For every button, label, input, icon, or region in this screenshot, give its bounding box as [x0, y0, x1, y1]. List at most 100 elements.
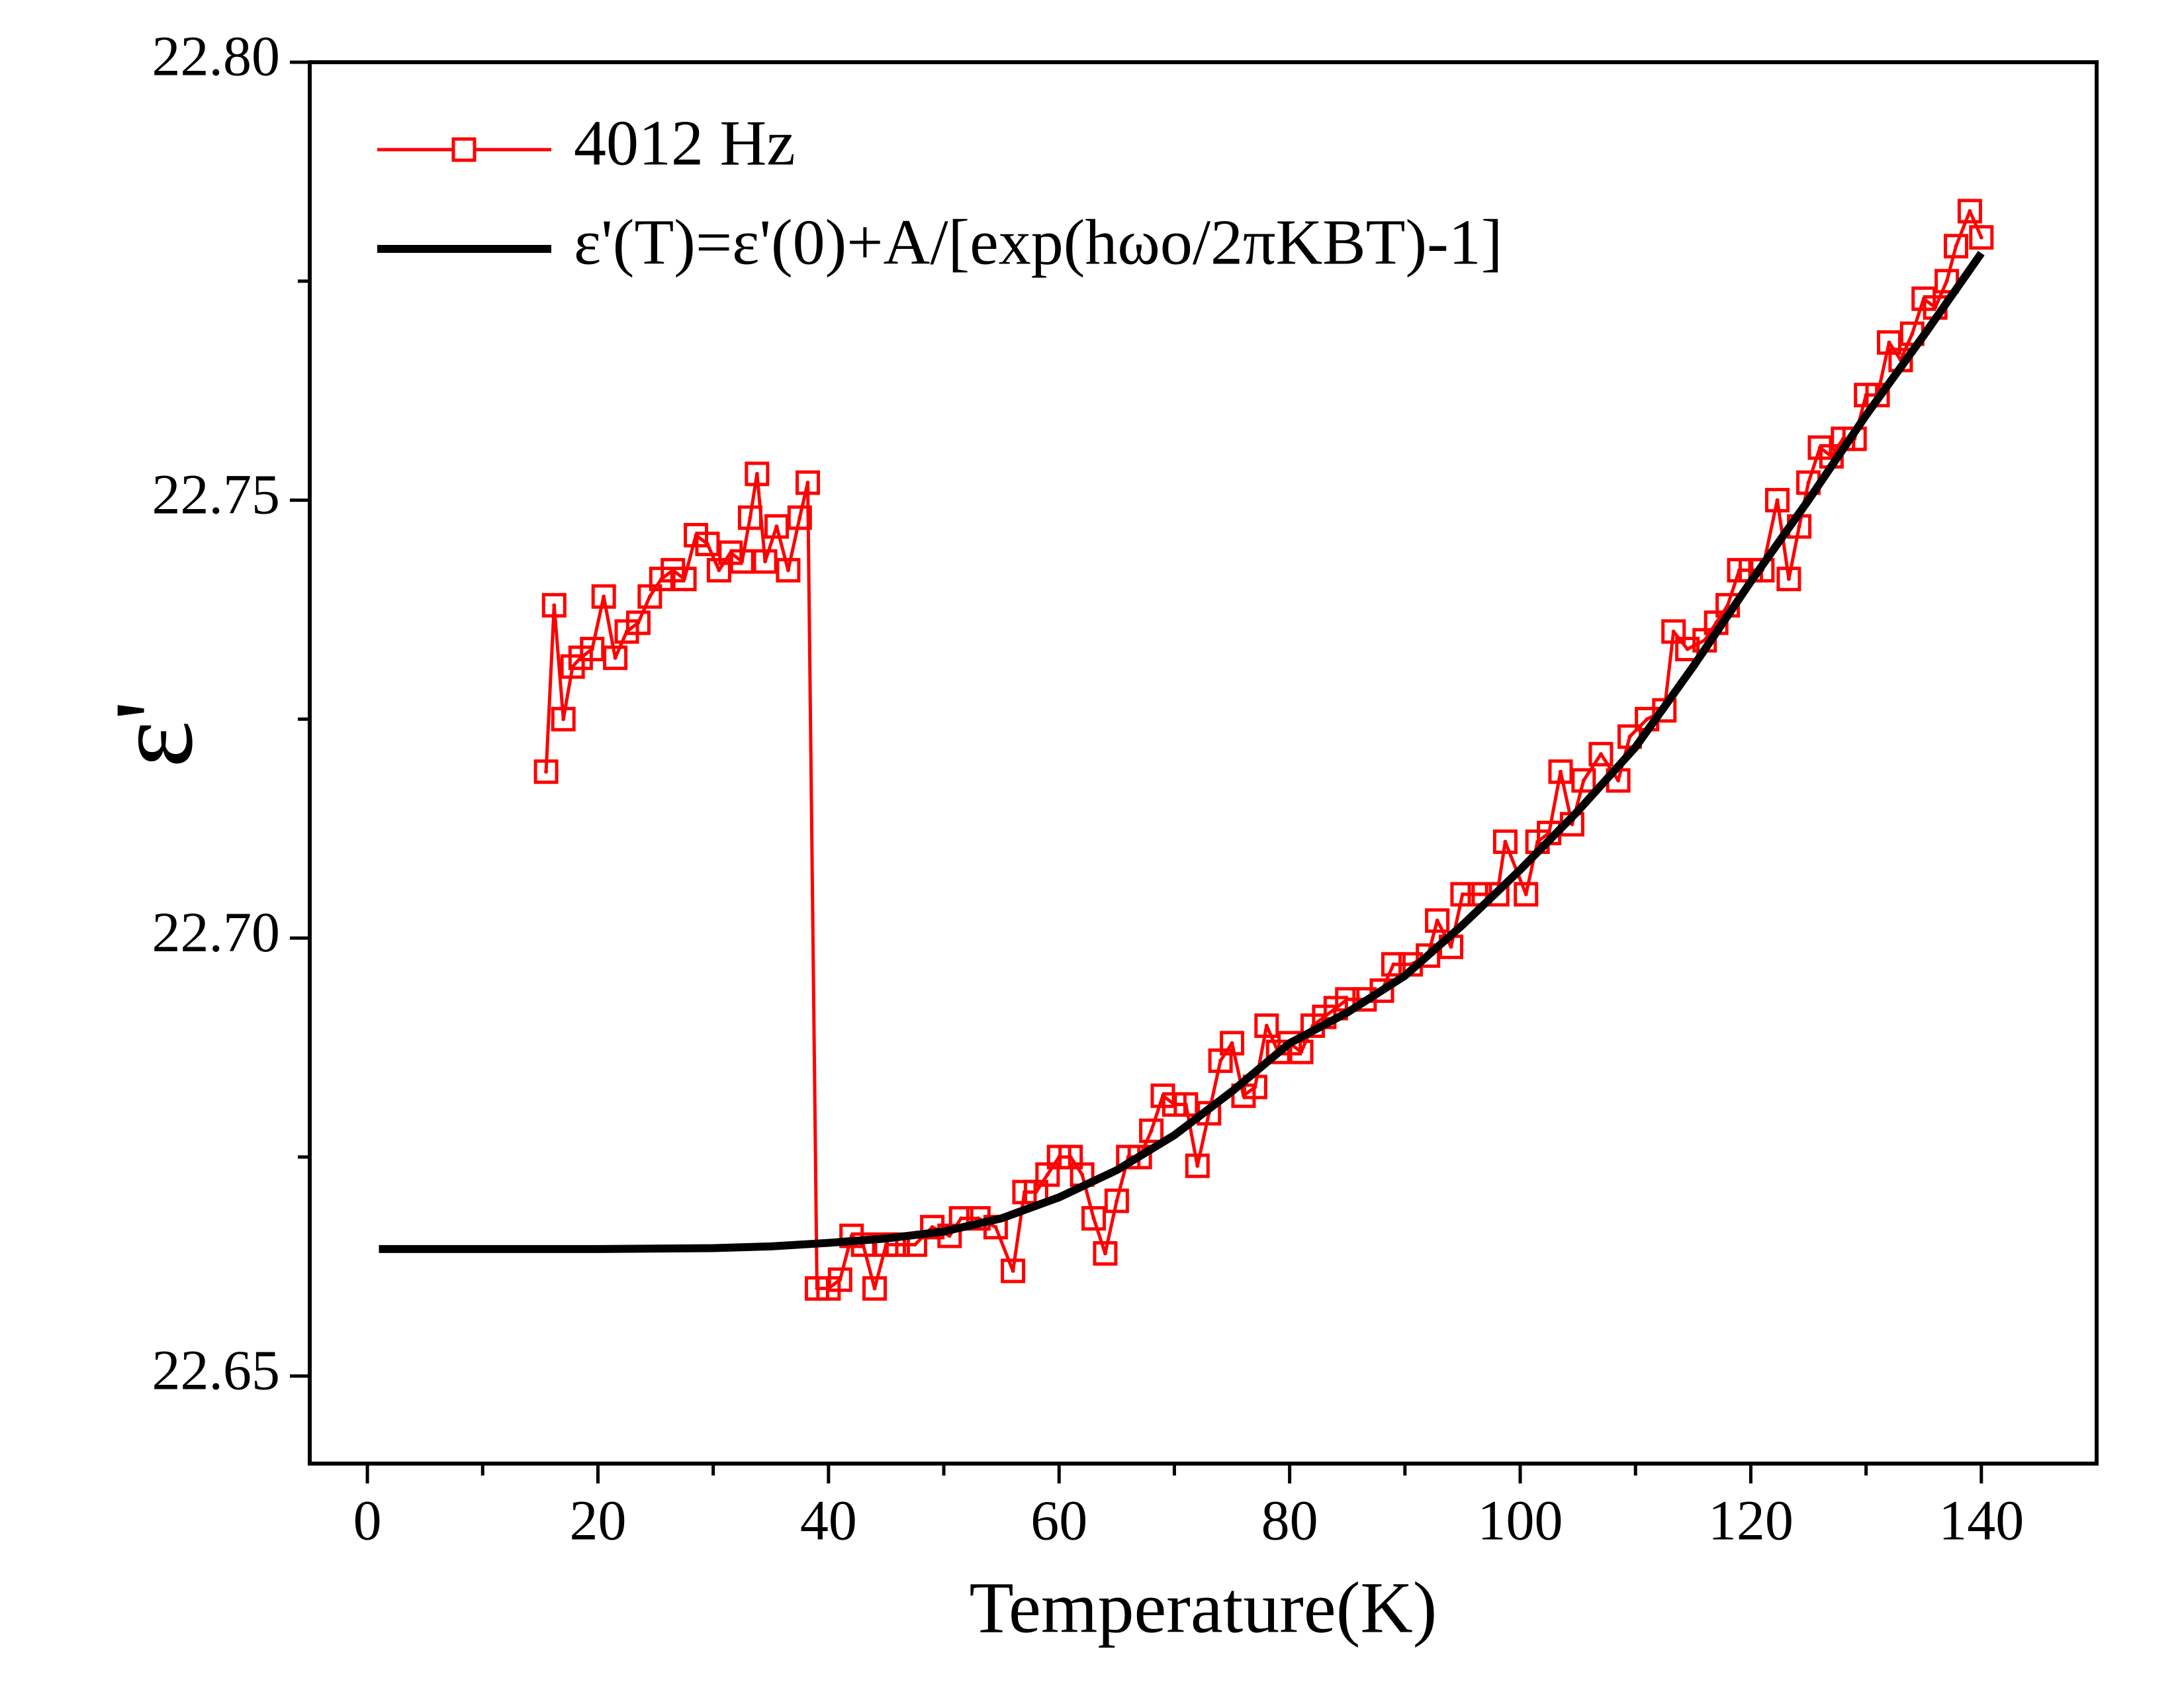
data-point-dot: [1968, 209, 1972, 213]
data-point-dot: [872, 1286, 877, 1291]
data-point-dot: [1559, 769, 1563, 774]
data-point-dot: [1645, 717, 1649, 722]
data-point: [672, 567, 697, 592]
data-point: [1173, 1092, 1199, 1117]
x-tick-label: 20: [569, 1489, 626, 1552]
data-point-dot: [754, 471, 759, 476]
data-point-dot: [1954, 244, 1958, 248]
data-point-dot: [895, 1243, 900, 1247]
data-point: [1081, 1206, 1107, 1231]
plot-frame: [308, 60, 2099, 1466]
data-point: [1450, 882, 1475, 907]
data-point: [551, 706, 576, 731]
data-point-dot: [1068, 1154, 1073, 1159]
data-point-dot: [1080, 1172, 1085, 1177]
data-point: [541, 592, 567, 618]
data-point-dot: [930, 1225, 934, 1229]
legend-marker: [451, 137, 477, 162]
data-point-dot: [797, 516, 802, 520]
data-point-dot: [1806, 481, 1811, 485]
data-point: [1957, 199, 1982, 224]
data-point: [1492, 829, 1518, 855]
x-tick-label: 140: [1938, 1489, 2024, 1552]
x-tick-label: 0: [353, 1489, 382, 1552]
data-point-dot: [1887, 340, 1891, 345]
data-point-dot: [1671, 630, 1676, 634]
data-point-dot: [774, 524, 779, 529]
data-point: [560, 654, 585, 679]
data-point-dot: [590, 647, 594, 651]
y-tick-label: 22.70: [152, 900, 281, 964]
data-point-dot: [613, 655, 617, 660]
data-point: [787, 505, 812, 530]
data-point: [603, 645, 628, 671]
data-point: [764, 514, 789, 539]
data-point-dot: [1103, 1251, 1107, 1256]
data-point-dot: [1714, 620, 1719, 625]
data-point-dot: [1034, 1190, 1038, 1194]
data-point-dot: [1581, 778, 1586, 782]
data-point: [1776, 567, 1801, 592]
data-point: [1548, 759, 1573, 784]
data-point: [1661, 619, 1686, 644]
data-point: [752, 549, 778, 574]
x-tick-label: 60: [1030, 1489, 1087, 1552]
data-point-dot: [1115, 1199, 1119, 1203]
data-point-dot: [1944, 279, 1949, 283]
y-axis-label: ε': [91, 700, 216, 768]
data-point-dot: [717, 568, 721, 573]
data-point: [1571, 768, 1596, 793]
data-point-dot: [1797, 524, 1801, 529]
data-point-dot: [682, 577, 687, 581]
data-point-dot: [1524, 892, 1528, 896]
x-tick-label: 40: [800, 1489, 857, 1552]
data-point: [1969, 225, 1994, 250]
data-point-dot: [1478, 892, 1482, 896]
data-point-dot: [1149, 1129, 1154, 1133]
data-point-dot: [947, 1233, 952, 1238]
data-point-dot: [1449, 945, 1453, 949]
data-point: [1416, 943, 1441, 968]
data-point-dot: [1264, 1023, 1269, 1028]
data-point: [1652, 698, 1677, 723]
data-point-dot: [1460, 892, 1465, 896]
data-point-dot: [763, 559, 768, 564]
data-point: [1093, 1241, 1118, 1266]
data-point: [920, 1215, 945, 1240]
data-point-dot: [1091, 1216, 1096, 1221]
data-point-dot: [838, 1278, 842, 1282]
data-point: [1104, 1188, 1129, 1213]
data-point-dot: [647, 594, 652, 599]
data-point: [591, 584, 616, 609]
data-point-dot: [1503, 839, 1508, 844]
data-point: [745, 461, 770, 487]
data-point: [729, 549, 754, 574]
data-point-dot: [740, 559, 745, 564]
data-point-dot: [1627, 734, 1632, 739]
fit-line: [379, 250, 1985, 1253]
data-point: [827, 1267, 852, 1292]
data-point-dot: [705, 541, 709, 546]
data-point: [1484, 882, 1510, 907]
data-point: [625, 610, 651, 635]
data-point: [737, 505, 762, 530]
data-point: [580, 636, 605, 661]
data-point-dot: [1685, 647, 1690, 651]
data-point-dot: [1979, 235, 1983, 240]
data-point-dot: [993, 1225, 998, 1229]
data-point-dot: [1786, 577, 1791, 581]
data-point: [695, 532, 720, 557]
data-point: [1764, 488, 1790, 513]
data-point-dot: [1829, 454, 1834, 459]
data-point-dot: [1253, 1085, 1257, 1090]
legend-label: 4012 Hz: [574, 107, 796, 179]
data-point: [1185, 1153, 1210, 1178]
data-point-dot: [1435, 918, 1439, 923]
data-point-dot: [1218, 1058, 1223, 1063]
y-tick-label: 22.80: [152, 24, 281, 88]
data-point-dot: [636, 620, 641, 625]
data-point-dot: [1011, 1268, 1015, 1273]
data-point: [862, 1276, 887, 1301]
data-point-dot: [1195, 1164, 1200, 1168]
